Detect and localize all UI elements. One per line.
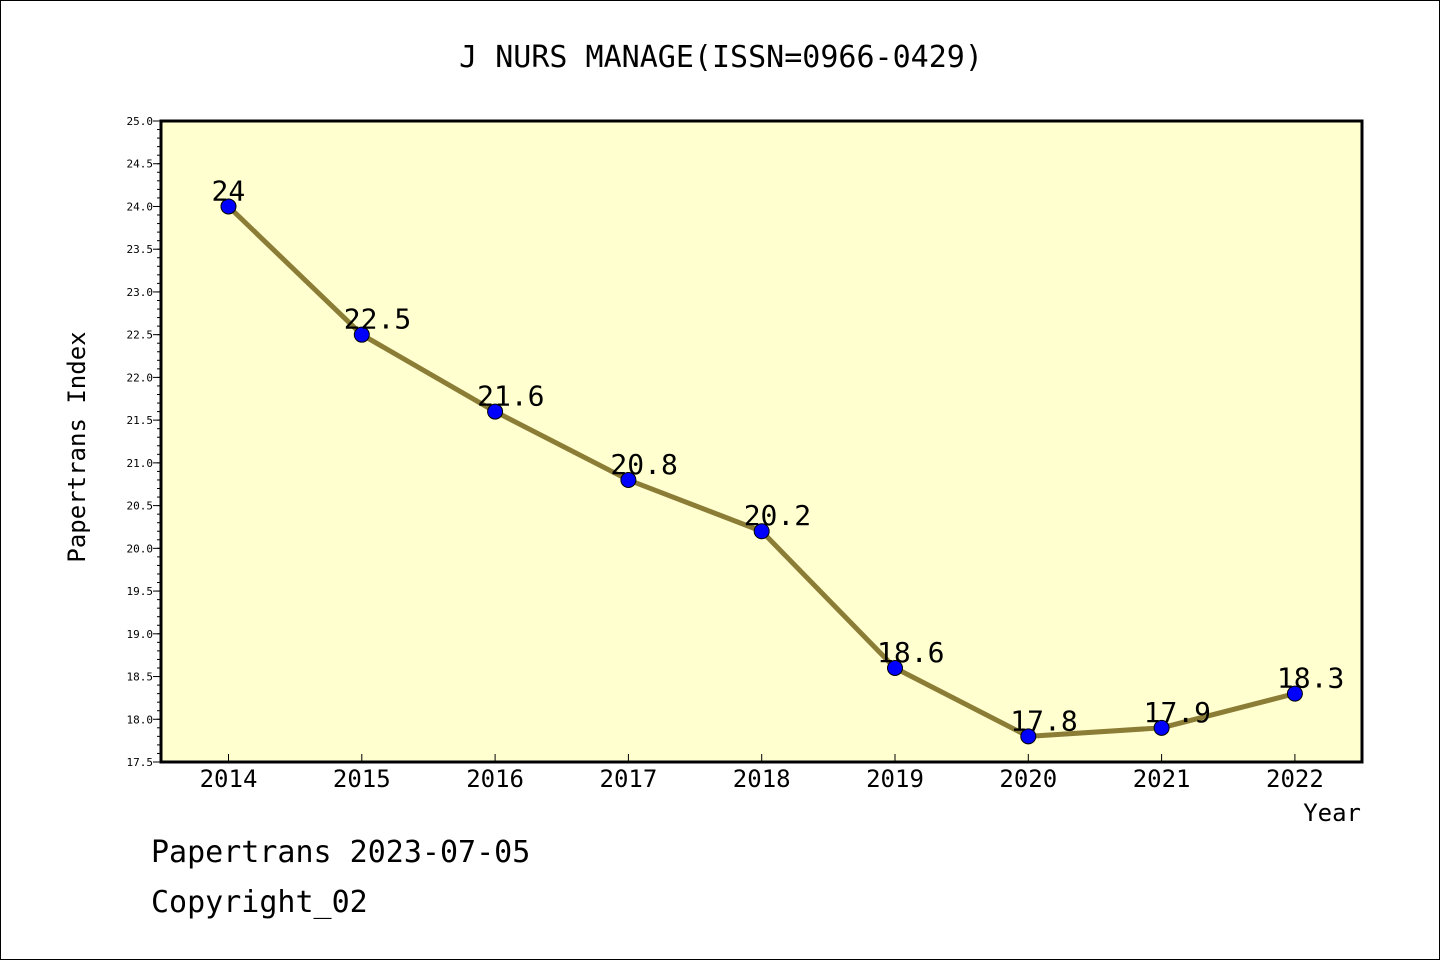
y-tick-label: 23.5 xyxy=(127,243,154,256)
x-tick-label: 2019 xyxy=(866,765,924,793)
data-label: 17.9 xyxy=(1144,696,1211,729)
data-point xyxy=(620,471,637,488)
data-label: 17.8 xyxy=(1010,704,1077,737)
data-label: 22.5 xyxy=(344,303,411,336)
x-axis-ticks: 2014 2015 2016 2017 2018 2019 2020 2021 2022 xyxy=(200,754,1324,793)
x-tick-label: 2016 xyxy=(466,765,524,793)
x-tick-label: 2017 xyxy=(600,765,658,793)
y-tick-label: 20.0 xyxy=(127,542,154,555)
x-tick-label: 2018 xyxy=(733,765,791,793)
data-point xyxy=(220,198,237,215)
x-tick-label: 2021 xyxy=(1133,765,1191,793)
x-tick-label: 2022 xyxy=(1266,765,1324,793)
y-tick-label: 23.0 xyxy=(127,286,154,299)
data-point xyxy=(1153,719,1170,736)
y-tick-label: 18.0 xyxy=(127,713,154,726)
y-tick-label: 22.5 xyxy=(127,329,154,342)
data-label: 18.6 xyxy=(877,636,944,669)
x-tick-label: 2020 xyxy=(999,765,1057,793)
y-tick-label: 24.5 xyxy=(127,158,154,171)
x-tick-label: 2014 xyxy=(200,765,258,793)
plot-area xyxy=(159,119,1364,764)
data-point xyxy=(353,326,370,343)
data-point xyxy=(753,523,770,540)
y-tick-label: 19.0 xyxy=(127,628,154,641)
chart-title: J NURS MANAGE(ISSN=0966-0429) xyxy=(459,40,983,75)
y-tick-label: 17.5 xyxy=(127,756,154,769)
data-point xyxy=(487,403,504,420)
y-axis-ticks: 17.5 18.0 18.5 19.0 19.5 20.0 20.5 21.0 21.5 22.0… xyxy=(127,115,161,769)
data-point xyxy=(1286,685,1303,702)
x-axis-label: Year xyxy=(1303,799,1361,827)
y-tick-label: 19.5 xyxy=(127,585,154,598)
data-label: 20.2 xyxy=(744,499,811,532)
y-tick-label: 18.5 xyxy=(127,671,154,684)
series-group: 24 22.5 21.6 20.8 20.2 18.6 17.8 17.9 18.3 xyxy=(212,174,1344,745)
data-label: 20.8 xyxy=(610,448,677,481)
x-tick-label: 2015 xyxy=(333,765,391,793)
y-tick-label: 24.0 xyxy=(127,200,154,213)
y-tick-label: 22.0 xyxy=(127,371,154,384)
y-tick-label: 21.0 xyxy=(127,457,154,470)
data-point xyxy=(1020,728,1037,745)
y-tick-label: 21.5 xyxy=(127,414,154,427)
footer-date: Papertrans 2023-07-05 xyxy=(151,835,531,870)
data-label: 18.3 xyxy=(1277,662,1344,695)
y-tick-label: 25.0 xyxy=(127,115,154,128)
y-tick-label: 20.5 xyxy=(127,500,154,513)
data-point xyxy=(887,659,903,676)
footer-copyright: Copyright_02 xyxy=(151,885,368,920)
data-label: 24 xyxy=(212,174,246,207)
y-axis-label: Papertrans Index xyxy=(63,331,91,562)
data-label: 21.6 xyxy=(477,380,544,413)
